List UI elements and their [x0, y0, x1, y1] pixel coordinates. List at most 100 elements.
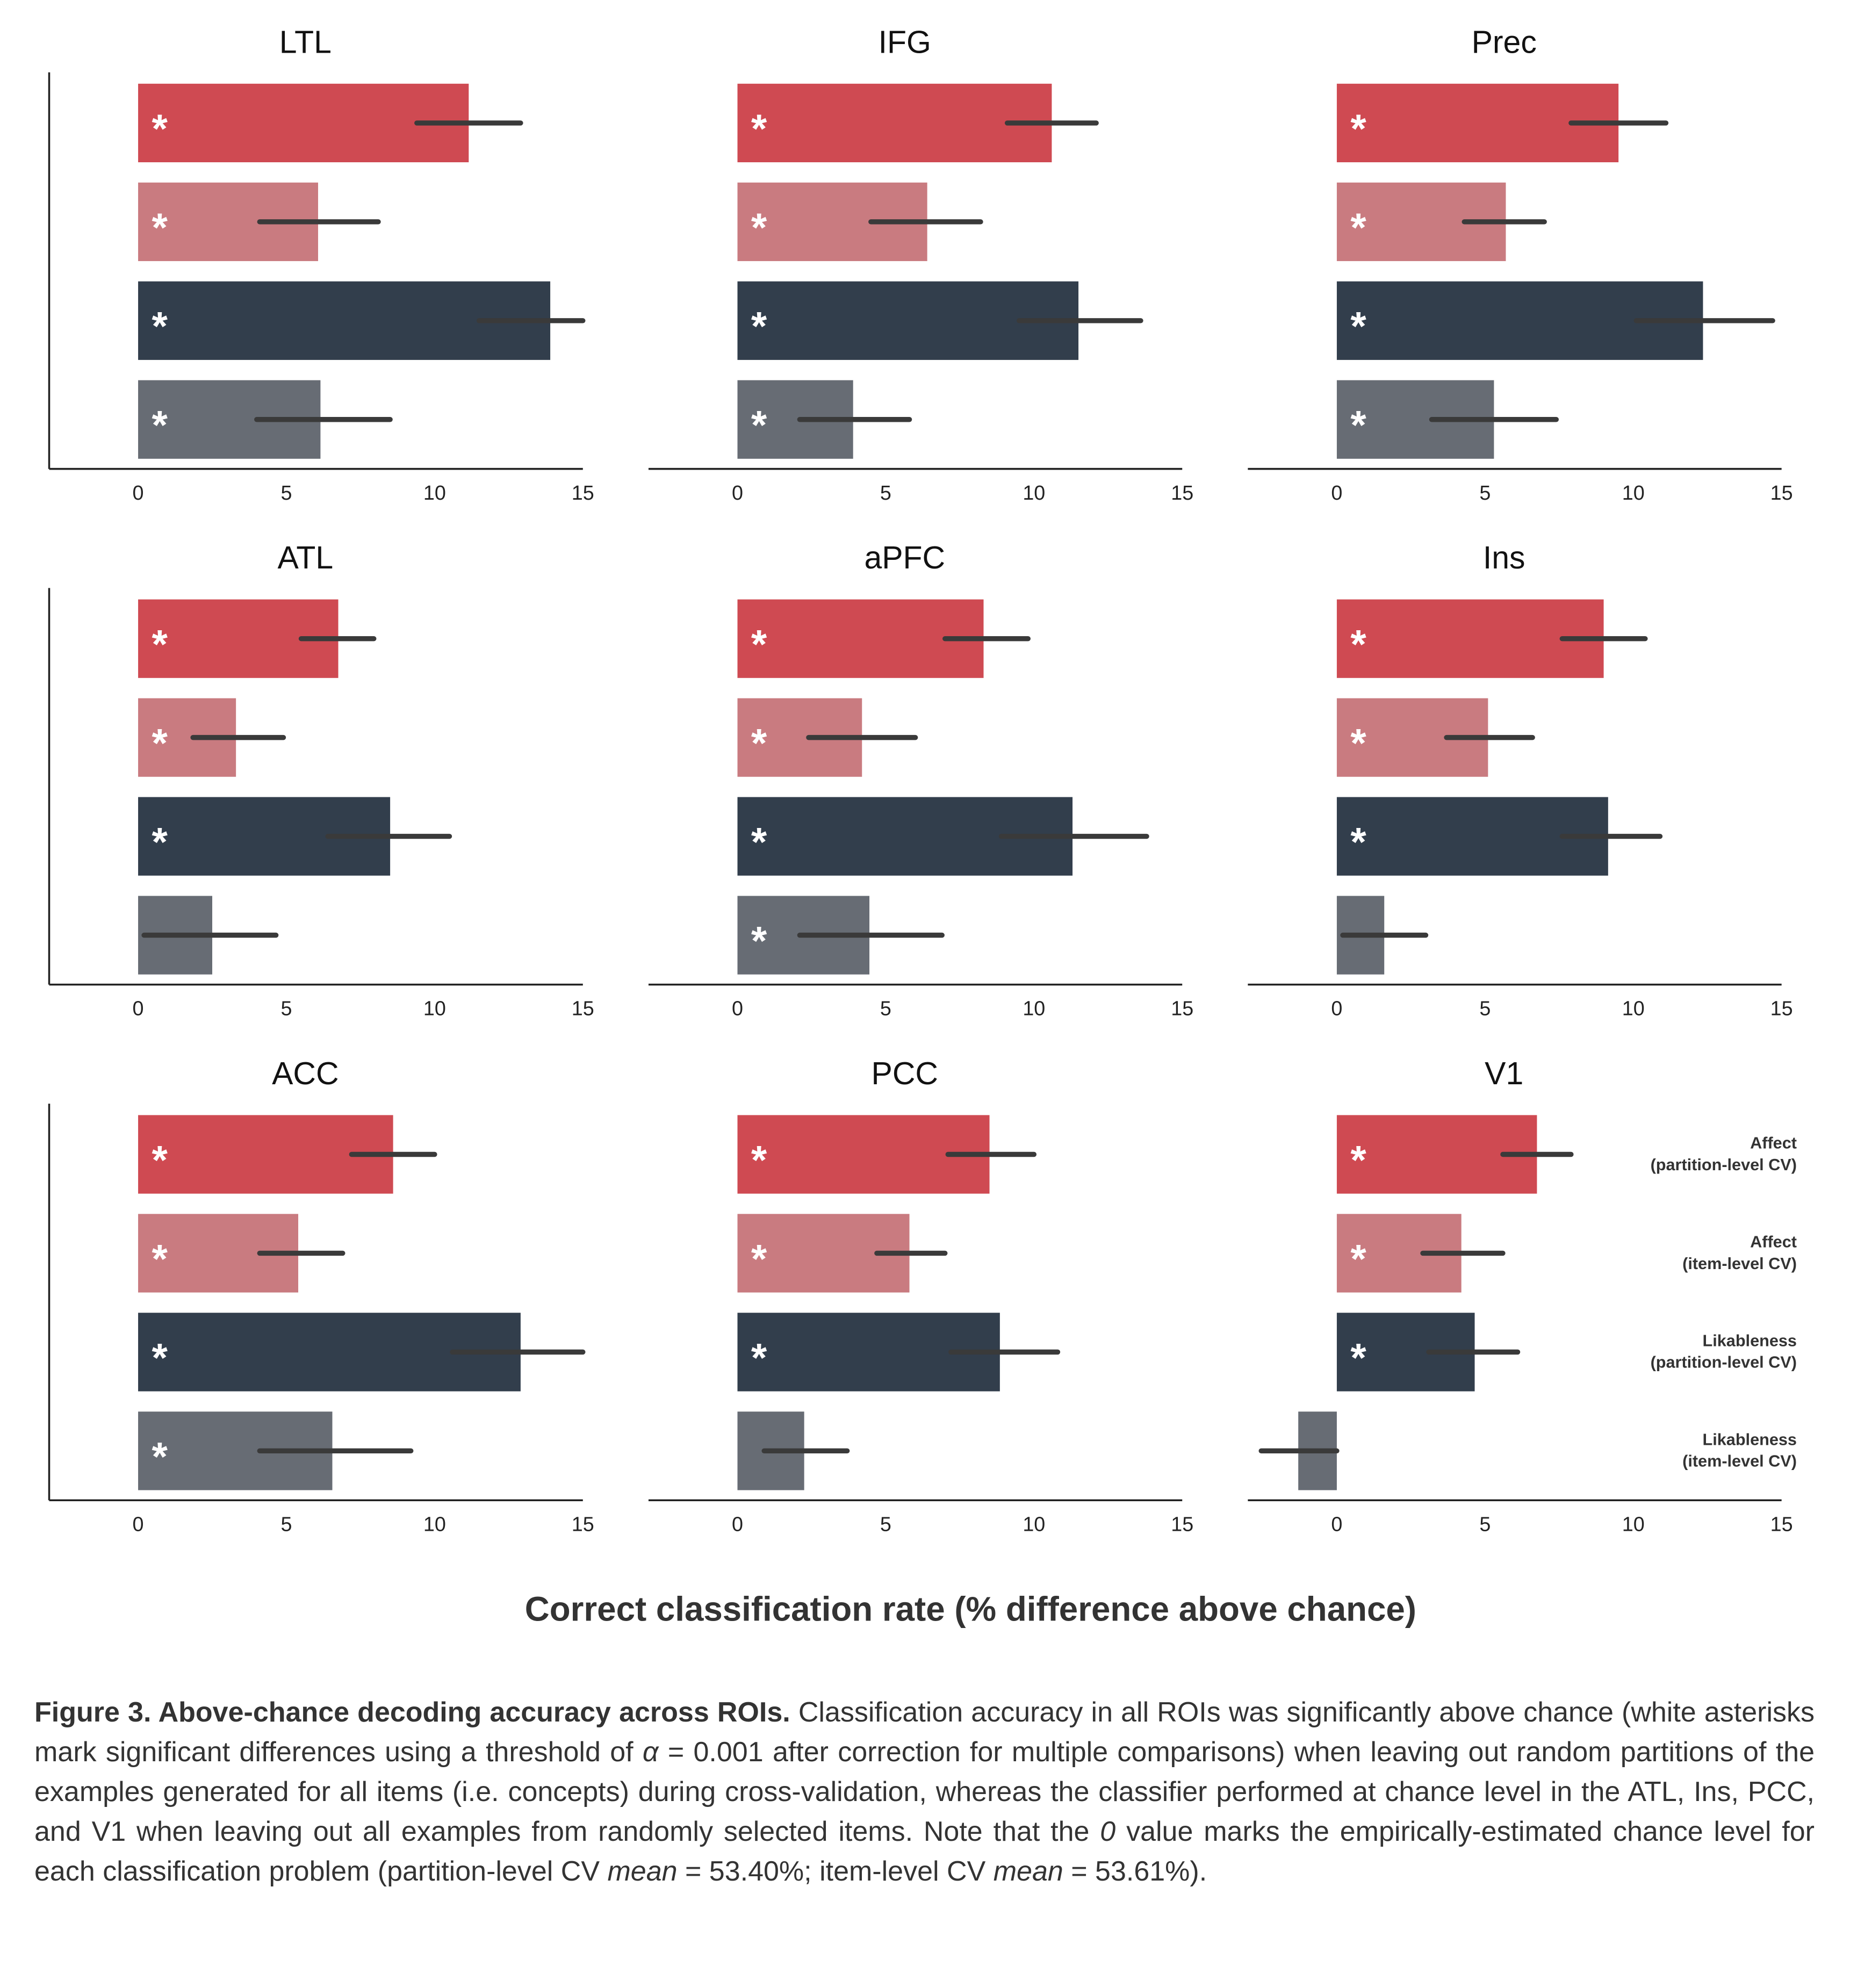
caption-run: = 53.61%).	[1063, 1856, 1207, 1887]
x-tick-label: 0	[133, 997, 144, 1020]
x-tick-label: 0	[732, 481, 743, 504]
panel-title: V1	[1485, 1056, 1523, 1091]
significance-marker: *	[152, 1335, 168, 1380]
x-tick-label: 10	[1023, 1512, 1045, 1535]
significance-marker: *	[1350, 1335, 1366, 1380]
x-tick-label: 15	[572, 481, 594, 504]
x-tick-label: 5	[1479, 997, 1491, 1020]
significance-marker: *	[751, 622, 767, 667]
x-tick-label: 15	[1770, 1512, 1793, 1535]
x-tick-label: 5	[1479, 481, 1491, 504]
x-tick-label: 15	[1171, 481, 1193, 504]
x-tick-label: 5	[280, 997, 292, 1020]
panel-title: aPFC	[864, 541, 945, 575]
x-tick-label: 15	[1171, 997, 1193, 1020]
significance-marker: *	[152, 106, 168, 151]
x-tick-label: 15	[1770, 481, 1793, 504]
x-axis-label: Correct classification rate (% differenc…	[525, 1590, 1416, 1629]
caption-run: Classification accuracy in all ROIs was …	[34, 1697, 1815, 1768]
panel-title: LTL	[279, 25, 332, 60]
caption: Figure 3. Above-chance decoding accuracy…	[34, 1692, 1815, 1891]
significance-marker: *	[152, 402, 168, 448]
significance-marker: *	[1350, 205, 1366, 250]
x-tick-label: 0	[732, 1512, 743, 1535]
significance-marker: *	[751, 819, 767, 865]
significance-marker: *	[152, 1236, 168, 1281]
caption-run: = 0.001 after correction for multiple co…	[34, 1737, 1815, 1847]
x-tick-label: 10	[1023, 997, 1045, 1020]
bar	[138, 83, 469, 163]
caption-run: 0	[1100, 1816, 1116, 1847]
significance-marker: *	[1350, 1137, 1366, 1183]
significance-marker: *	[1350, 819, 1366, 865]
panel-title: PCC	[872, 1056, 938, 1091]
significance-marker: *	[751, 1236, 767, 1281]
caption-run: mean	[607, 1856, 678, 1887]
category-label: Likableness	[1703, 1431, 1797, 1449]
x-tick-label: 15	[572, 1512, 594, 1535]
significance-marker: *	[152, 1434, 168, 1479]
x-tick-label: 10	[1622, 481, 1645, 504]
x-tick-label: 5	[280, 481, 292, 504]
caption-run: α	[642, 1737, 659, 1768]
significance-marker: *	[152, 1137, 168, 1183]
category-label: Affect	[1750, 1134, 1797, 1153]
category-label: Affect	[1750, 1233, 1797, 1251]
significance-marker: *	[152, 721, 168, 766]
panel-title: ACC	[272, 1056, 339, 1091]
x-tick-label: 5	[880, 997, 891, 1020]
significance-marker: *	[1350, 106, 1366, 151]
panel-title: IFG	[879, 25, 931, 60]
figure: Correct classification rate (% differenc…	[48, 25, 1797, 1629]
x-tick-label: 10	[423, 1512, 446, 1535]
category-label: (partition-level CV)	[1651, 1353, 1797, 1372]
x-tick-label: 10	[1023, 481, 1045, 504]
caption-run: Figure 3. Above-chance decoding accuracy…	[34, 1697, 790, 1728]
significance-marker: *	[1350, 721, 1366, 766]
category-label: (item-level CV)	[1682, 1255, 1797, 1273]
panel-title: Ins	[1483, 541, 1525, 575]
panel-title: ATL	[277, 541, 333, 575]
significance-marker: *	[1350, 622, 1366, 667]
x-tick-label: 10	[423, 997, 446, 1020]
significance-marker: *	[751, 1137, 767, 1183]
significance-marker: *	[751, 402, 767, 448]
x-tick-label: 15	[572, 997, 594, 1020]
x-tick-label: 5	[280, 1512, 292, 1535]
significance-marker: *	[751, 304, 767, 349]
x-tick-label: 10	[423, 481, 446, 504]
panel-title: Prec	[1472, 25, 1537, 60]
x-tick-label: 0	[1331, 997, 1342, 1020]
x-tick-label: 0	[1331, 481, 1342, 504]
category-label: (partition-level CV)	[1651, 1156, 1797, 1174]
significance-marker: *	[152, 205, 168, 250]
x-tick-label: 5	[880, 481, 891, 504]
caption-run: value marks the empirically-estimated ch…	[34, 1816, 1815, 1887]
x-tick-label: 0	[133, 481, 144, 504]
category-label: (item-level CV)	[1682, 1452, 1797, 1471]
x-tick-label: 10	[1622, 1512, 1645, 1535]
significance-marker: *	[1350, 304, 1366, 349]
bar	[1336, 599, 1604, 678]
significance-marker: *	[751, 1335, 767, 1380]
x-tick-label: 10	[1622, 997, 1645, 1020]
significance-marker: *	[152, 622, 168, 667]
x-tick-label: 15	[1171, 1512, 1193, 1535]
significance-marker: *	[751, 106, 767, 151]
bar	[737, 83, 1052, 163]
significance-marker: *	[751, 721, 767, 766]
x-tick-label: 5	[1479, 1512, 1491, 1535]
significance-marker: *	[751, 918, 767, 963]
x-tick-label: 0	[133, 1512, 144, 1535]
category-label: Likableness	[1703, 1332, 1797, 1350]
x-tick-label: 15	[1770, 997, 1793, 1020]
significance-marker: *	[1350, 1236, 1366, 1281]
x-tick-label: 5	[880, 1512, 891, 1535]
x-tick-label: 0	[732, 997, 743, 1020]
caption-run: mean	[993, 1856, 1063, 1887]
caption-run: = 53.40%; item-level CV	[677, 1856, 994, 1887]
significance-marker: *	[751, 205, 767, 250]
x-tick-label: 0	[1331, 1512, 1342, 1535]
significance-marker: *	[152, 819, 168, 865]
